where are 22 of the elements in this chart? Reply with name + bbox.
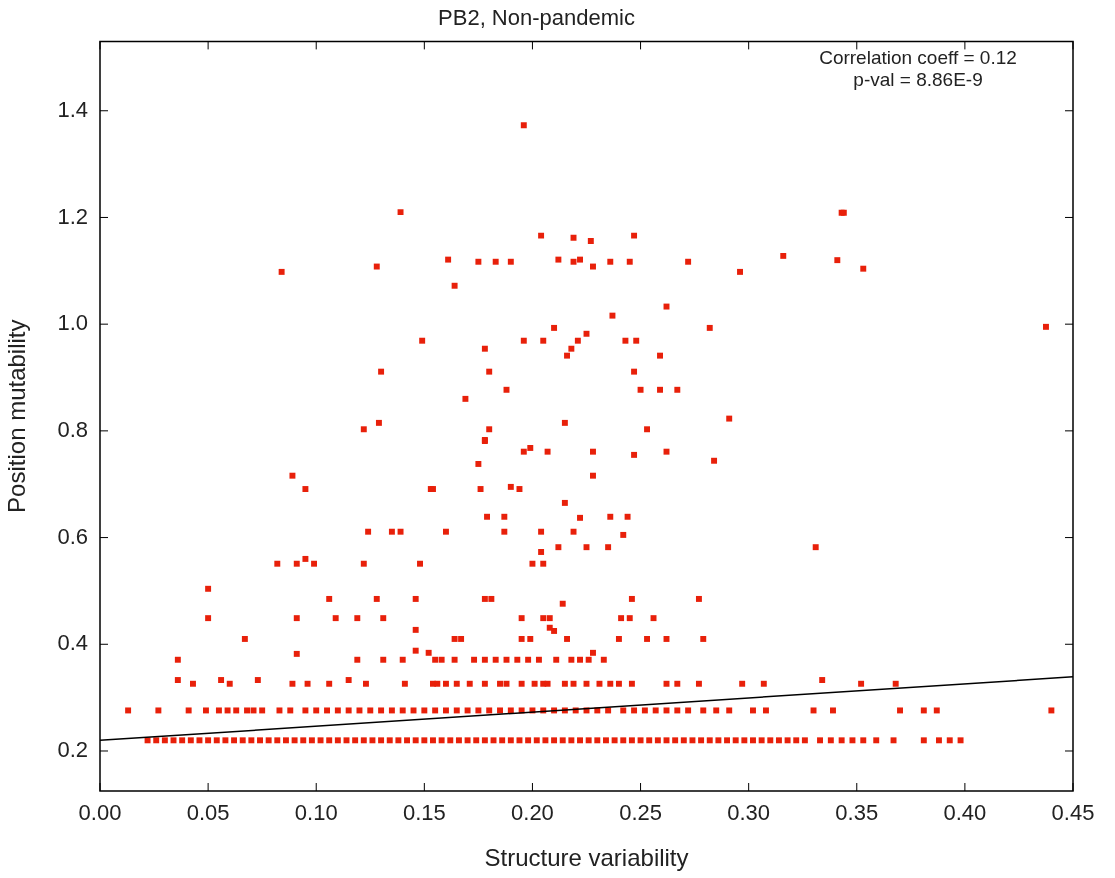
y-tick-label: 0.4 [57,630,88,656]
x-tick-label: 0.40 [943,800,987,826]
y-tick-label: 1.4 [57,96,88,122]
annotation: p-val = 8.86E-9 [853,69,983,91]
chart-title: PB2, Non-pandemic [438,5,635,31]
x-tick-label: 0.30 [727,800,771,826]
x-tick-label: 0.20 [511,800,554,826]
x-tick-label: 0.05 [186,800,230,826]
annotation: Correlation coeff = 0.12 [819,47,1017,69]
y-tick-label: 0.2 [57,737,88,763]
x-tick-label: 0.25 [619,800,662,826]
y-tick-label: 0.6 [57,523,88,549]
x-tick-label: 0.10 [294,800,338,826]
x-tick-label: 0.35 [835,800,879,826]
x-tick-label: 0.15 [402,800,446,826]
y-axis-title: Position mutability [3,319,31,513]
x-tick-label: 0.00 [78,800,122,826]
y-tick-label: 1.0 [57,310,88,336]
x-tick-label: 0.45 [1051,800,1095,826]
x-axis-title: Structure variability [484,844,689,872]
y-tick-label: 0.8 [57,416,88,442]
y-tick-label: 1.2 [57,203,88,229]
